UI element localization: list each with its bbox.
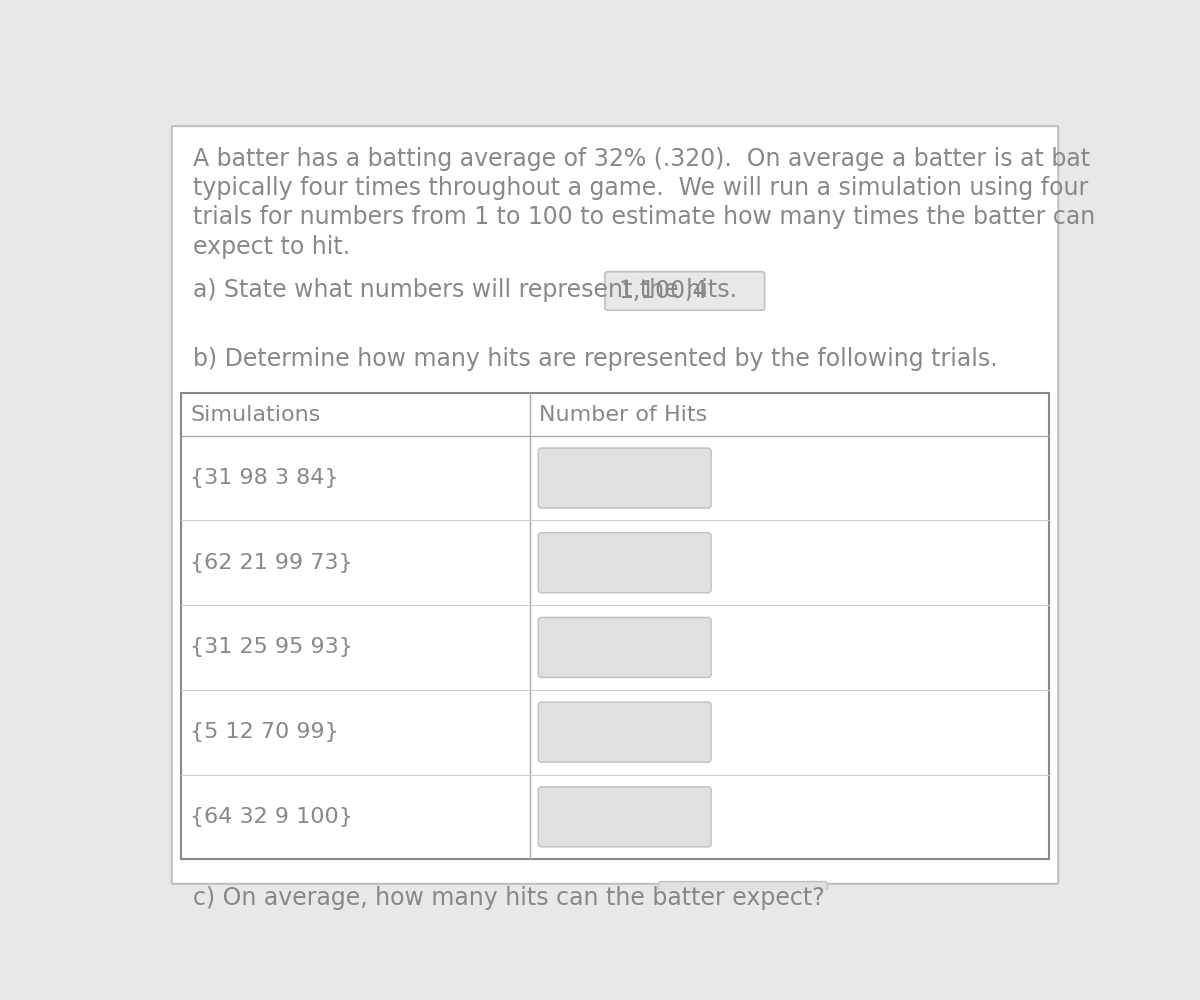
Text: {64 32 9 100}: {64 32 9 100} bbox=[191, 807, 353, 827]
Text: expect to hit.: expect to hit. bbox=[193, 235, 349, 259]
FancyBboxPatch shape bbox=[659, 882, 827, 925]
FancyBboxPatch shape bbox=[539, 787, 712, 847]
FancyBboxPatch shape bbox=[539, 448, 712, 508]
Bar bbox=[181, 393, 1049, 859]
Text: {62 21 99 73}: {62 21 99 73} bbox=[191, 553, 353, 573]
FancyBboxPatch shape bbox=[539, 617, 712, 677]
Text: A batter has a batting average of 32% (.320).  On average a batter is at bat: A batter has a batting average of 32% (.… bbox=[193, 147, 1090, 171]
FancyBboxPatch shape bbox=[539, 702, 712, 762]
Text: typically four times throughout a game.  We will run a simulation using four: typically four times throughout a game. … bbox=[193, 176, 1088, 200]
Text: Simulations: Simulations bbox=[191, 405, 320, 425]
FancyBboxPatch shape bbox=[539, 533, 712, 593]
FancyBboxPatch shape bbox=[605, 272, 764, 310]
Text: Number of Hits: Number of Hits bbox=[539, 405, 707, 425]
Text: a) State what numbers will represent the hits.: a) State what numbers will represent the… bbox=[193, 278, 737, 302]
Text: {31 98 3 84}: {31 98 3 84} bbox=[191, 468, 338, 488]
Text: trials for numbers from 1 to 100 to estimate how many times the batter can: trials for numbers from 1 to 100 to esti… bbox=[193, 205, 1094, 229]
Text: {31 25 95 93}: {31 25 95 93} bbox=[191, 637, 353, 657]
Text: 1,100,4: 1,100,4 bbox=[619, 279, 708, 303]
FancyBboxPatch shape bbox=[172, 126, 1058, 884]
Text: {5 12 70 99}: {5 12 70 99} bbox=[191, 722, 340, 742]
Text: b) Determine how many hits are represented by the following trials.: b) Determine how many hits are represent… bbox=[193, 347, 997, 371]
Text: c) On average, how many hits can the batter expect?: c) On average, how many hits can the bat… bbox=[193, 886, 824, 910]
